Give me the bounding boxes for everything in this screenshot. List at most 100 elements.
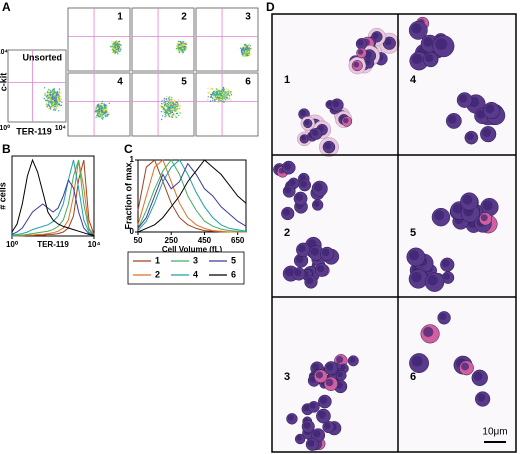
dot xyxy=(111,48,114,51)
series-line xyxy=(137,159,247,232)
dot xyxy=(175,116,178,119)
dot xyxy=(55,95,57,97)
dot xyxy=(182,52,184,54)
dot xyxy=(60,98,63,101)
dot xyxy=(54,99,56,102)
dot xyxy=(209,96,212,98)
nucleus xyxy=(461,362,469,371)
dot xyxy=(223,92,225,95)
dot xyxy=(183,49,185,51)
series-line xyxy=(12,159,95,237)
dot xyxy=(215,96,218,98)
axis-label: TER-119 xyxy=(16,126,52,136)
dot xyxy=(177,48,180,50)
dot xyxy=(227,91,229,93)
nucleus xyxy=(458,94,468,103)
dot xyxy=(54,109,56,111)
dot xyxy=(177,108,179,110)
nucleus xyxy=(321,248,330,257)
dot xyxy=(48,88,50,91)
dot xyxy=(168,108,170,111)
nucleus xyxy=(313,200,320,207)
nucleus xyxy=(442,259,450,268)
plot-frame xyxy=(137,159,247,233)
dot xyxy=(217,89,219,91)
y-tick-label: 1 xyxy=(130,155,135,164)
dot xyxy=(177,44,180,46)
nucleus xyxy=(309,402,316,409)
dot xyxy=(99,111,102,114)
dot xyxy=(176,112,178,115)
dot xyxy=(207,96,209,98)
micrograph xyxy=(286,354,359,451)
dot xyxy=(105,105,108,107)
dot xyxy=(98,107,101,109)
dot xyxy=(176,42,178,44)
legend-label: 5 xyxy=(231,255,236,265)
legend-label: 1 xyxy=(155,255,160,265)
dot xyxy=(115,47,118,49)
dot xyxy=(53,96,55,98)
dot xyxy=(61,101,63,104)
dot xyxy=(245,53,248,56)
dot xyxy=(48,103,50,106)
nucleus xyxy=(411,271,422,283)
nucleus xyxy=(319,396,328,404)
dot xyxy=(162,115,164,117)
dot xyxy=(211,87,214,90)
panel-letter: B xyxy=(2,142,11,156)
dot xyxy=(218,95,221,97)
dot xyxy=(207,87,209,89)
dot xyxy=(217,99,219,101)
dot xyxy=(179,104,181,107)
dot xyxy=(165,98,168,100)
dot xyxy=(53,92,55,94)
nucleus xyxy=(312,363,320,371)
dot xyxy=(113,50,115,53)
nucleus xyxy=(409,250,420,261)
dot xyxy=(248,43,251,45)
dot xyxy=(169,105,171,107)
y-axis-label: # cells xyxy=(0,182,7,210)
dot xyxy=(213,93,215,95)
dot xyxy=(220,90,223,92)
dot xyxy=(52,100,54,102)
nucleus xyxy=(326,363,334,371)
nucleus xyxy=(443,273,451,280)
dot xyxy=(177,111,179,113)
dot xyxy=(169,104,171,106)
nucleus xyxy=(357,49,364,55)
nucleus xyxy=(304,120,310,125)
dot xyxy=(174,106,176,108)
nucleus xyxy=(318,410,326,419)
dot xyxy=(185,42,187,44)
dot xyxy=(115,51,117,53)
micrograph-label: 5 xyxy=(410,227,416,239)
dot xyxy=(112,41,115,43)
dot xyxy=(242,46,244,49)
axis-label: c-kit xyxy=(0,73,8,92)
dot xyxy=(45,99,47,102)
dot xyxy=(117,53,119,55)
dot xyxy=(227,92,229,95)
nucleus xyxy=(480,214,488,222)
nucleus xyxy=(306,277,314,285)
dot xyxy=(184,44,186,46)
dot xyxy=(175,109,177,111)
dot xyxy=(228,97,230,99)
dot xyxy=(171,111,174,114)
dot xyxy=(59,98,62,100)
dot xyxy=(163,97,165,100)
dot xyxy=(175,101,177,104)
legend-label: 6 xyxy=(231,269,236,279)
dot xyxy=(44,92,46,95)
nucleus xyxy=(303,421,311,429)
dot xyxy=(102,105,105,107)
dot xyxy=(116,44,119,46)
dot xyxy=(161,102,163,105)
dot xyxy=(99,114,101,116)
dot xyxy=(248,54,250,57)
dot xyxy=(56,101,58,103)
series-line xyxy=(137,159,246,233)
micrograph-label: 4 xyxy=(410,74,417,86)
